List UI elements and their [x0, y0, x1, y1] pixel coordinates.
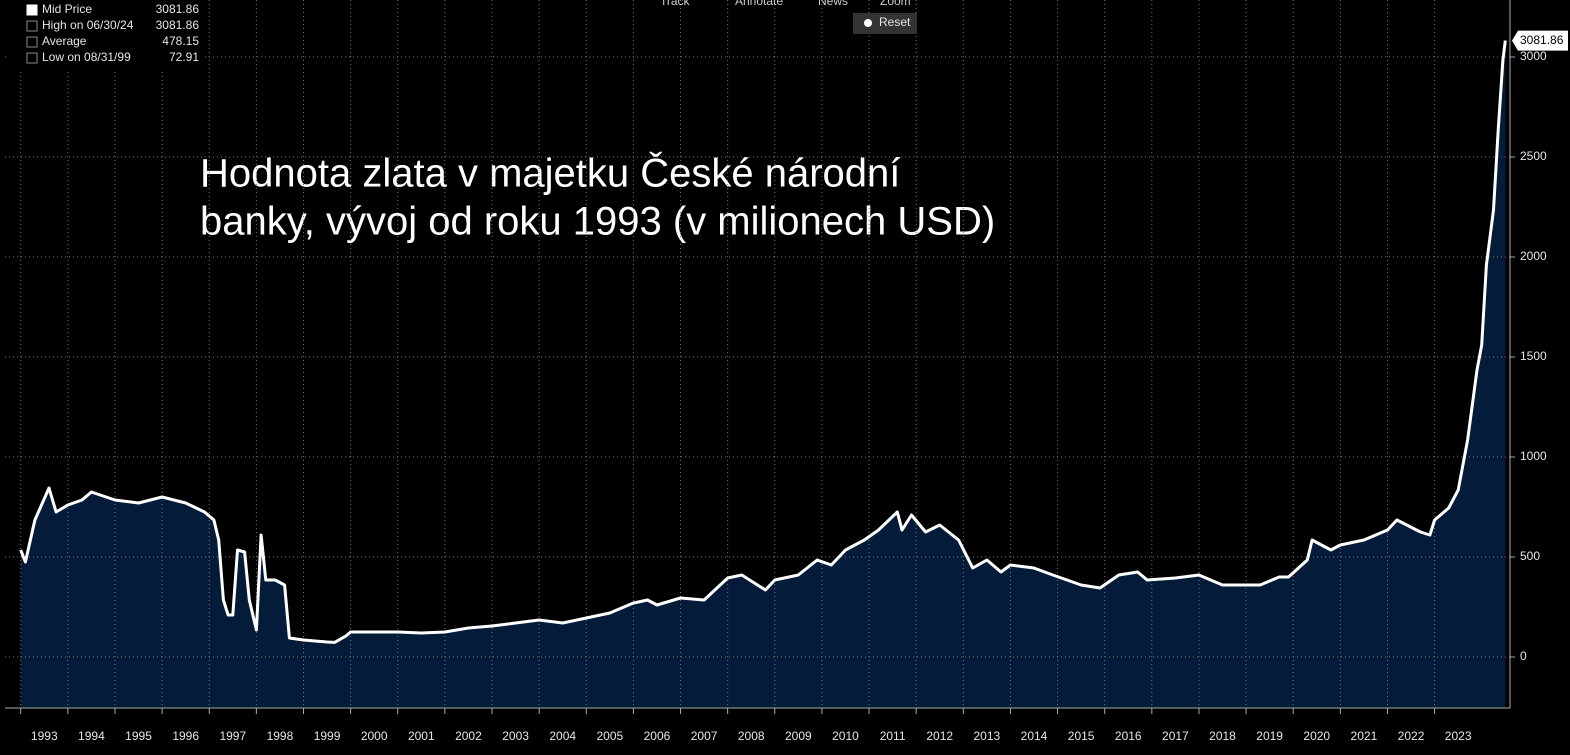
x-tick-label: 2008: [738, 729, 765, 743]
x-tick-label: 2006: [644, 729, 671, 743]
x-tick-label: 2007: [691, 729, 718, 743]
line: [19, 40, 1507, 644]
x-tick-label: 2010: [832, 729, 859, 743]
x-tick-label: 2013: [974, 729, 1001, 743]
y-tick-label: 0: [1520, 649, 1527, 663]
x-tick-label: 2016: [1115, 729, 1142, 743]
legend-value: 3081.86: [156, 18, 200, 32]
x-tick-label: 2005: [596, 729, 623, 743]
x-tick-label: 2009: [785, 729, 812, 743]
legend-icon: [26, 36, 38, 48]
x-tick-label: 2011: [880, 729, 906, 743]
last-value-box: [1512, 30, 1568, 51]
x-tick-label: 2015: [1068, 729, 1095, 743]
x-tick-label: 1997: [219, 729, 246, 743]
y-tick-label: 2500: [1520, 149, 1547, 163]
toolbar-button[interactable]: Annotate: [735, 0, 783, 8]
y-tick-label: 3000: [1520, 49, 1547, 63]
y-tick-label: 1000: [1520, 449, 1547, 463]
legend-value: 3081.86: [156, 2, 200, 16]
reset-button[interactable]: Reset: [879, 15, 911, 29]
x-tick-label: 2014: [1021, 729, 1048, 743]
x-tick-label: 1993: [31, 729, 58, 743]
legend-label: Average: [42, 34, 87, 48]
x-tick-label: 1995: [125, 729, 152, 743]
chart-title: banky, vývoj od roku 1993 (v milionech U…: [200, 200, 995, 244]
x-tick-label: 2020: [1303, 729, 1330, 743]
legend-box: [8, 0, 204, 70]
x-tick-label: 2002: [455, 729, 482, 743]
reset-button-bg[interactable]: [853, 13, 917, 34]
x-tick-label: 2018: [1209, 729, 1236, 743]
area: [20, 40, 1506, 709]
toolbar-button[interactable]: Track: [660, 0, 691, 8]
x-tick-label: 2023: [1445, 729, 1472, 743]
last-value-label: 3081.86: [1520, 33, 1564, 47]
y-tick-label: 1500: [1520, 349, 1547, 363]
x-tick-label: 2003: [502, 729, 529, 743]
legend-value: 478.15: [162, 34, 199, 48]
legend-label: High on 06/30/24: [42, 18, 134, 32]
toolbar-button[interactable]: News: [818, 0, 848, 8]
legend-value: 72.91: [169, 50, 199, 64]
y-tick-label: 2000: [1520, 249, 1547, 263]
legend-label: Low on 08/31/99: [42, 50, 131, 64]
legend-label: Mid Price: [42, 2, 92, 16]
x-tick-label: 2000: [361, 729, 388, 743]
legend-icon: [26, 4, 38, 16]
x-tick-label: 1994: [78, 729, 105, 743]
x-tick-label: 2012: [926, 729, 953, 743]
reset-icon: [864, 19, 872, 27]
x-tick-label: 2021: [1351, 729, 1378, 743]
x-tick-label: 2017: [1162, 729, 1189, 743]
x-tick-label: 1998: [267, 729, 294, 743]
y-tick-label: 500: [1520, 549, 1540, 563]
x-tick-label: 1996: [172, 729, 199, 743]
legend-icon: [26, 52, 38, 64]
x-tick-label: 2022: [1398, 729, 1425, 743]
x-tick-label: 2004: [549, 729, 576, 743]
toolbar-button[interactable]: Zoom: [880, 0, 911, 8]
legend-icon: [26, 20, 38, 32]
x-tick-label: 1999: [314, 729, 341, 743]
x-tick-label: 2001: [408, 729, 435, 743]
chart-title: Hodnota zlata v majetku České národní: [200, 151, 900, 196]
x-tick-label: 2019: [1256, 729, 1283, 743]
